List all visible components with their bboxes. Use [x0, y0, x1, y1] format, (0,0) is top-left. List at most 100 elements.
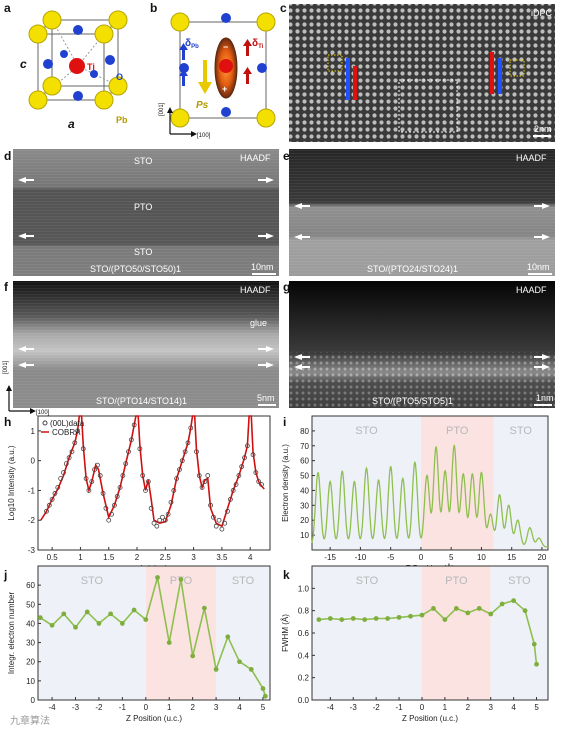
data-point	[211, 514, 216, 520]
caption-d: STO/(PTO50/STO50)1	[90, 264, 181, 274]
plot-frame	[311, 415, 549, 551]
data-point	[140, 473, 146, 478]
data-point	[194, 449, 199, 455]
idpc-image	[289, 4, 555, 142]
data-point	[385, 616, 391, 621]
data-point	[106, 517, 112, 523]
x-tick-label: 1	[167, 703, 172, 712]
data-point	[188, 425, 194, 431]
x-tick-label: -10	[355, 553, 367, 562]
data-point	[162, 517, 168, 523]
data-point	[230, 488, 236, 493]
data-point	[350, 616, 356, 621]
x-tick-label: 1.5	[103, 553, 115, 562]
o-atoms-b	[179, 13, 267, 117]
data-point	[160, 514, 165, 520]
data-point	[396, 614, 402, 620]
data-point	[103, 505, 109, 511]
chart-k-fwhm: STO PTO STO -4 -3 -2 -1 0 1 2 3 4 5 0.0 0.2 0.4 0.6 0.8 1.…	[281, 565, 549, 723]
panel-f-haadf: f HAADF glue STO/(PTO14/STO14)1 5nm [001…	[3, 280, 279, 416]
region-sto-0	[312, 566, 422, 700]
panel-label-i: i	[283, 415, 286, 429]
scale-e: 10nm	[527, 262, 550, 272]
data-point	[233, 482, 239, 487]
panel-label-j: j	[3, 568, 7, 582]
scale-f: 5nm	[257, 393, 275, 403]
panel-label-b: b	[150, 1, 157, 15]
data-point	[111, 502, 117, 508]
data-point	[52, 491, 58, 496]
data-point	[182, 449, 188, 455]
data-point	[185, 440, 191, 446]
ps-arrow	[198, 60, 212, 94]
data-point	[143, 488, 148, 493]
delta-ti-arrows	[243, 39, 252, 84]
data-point	[199, 485, 205, 490]
sto-top-label: STO	[134, 156, 152, 166]
y-tick-label: 0.0	[298, 696, 310, 705]
region-label-0: STO	[356, 575, 379, 587]
left-red-arrow	[353, 66, 357, 100]
interface-arrows-g	[294, 354, 550, 370]
data-point	[58, 476, 64, 481]
data-point	[362, 617, 368, 622]
data-point	[83, 476, 89, 481]
data-point	[123, 461, 129, 467]
data-point	[453, 606, 459, 611]
data-point	[151, 520, 157, 526]
dir-001-f: [001]	[3, 360, 9, 374]
y-tick-label: 20	[26, 658, 35, 667]
x-tick-label: 5	[261, 703, 266, 712]
data-point	[190, 653, 196, 659]
y-tick-label: 60	[26, 581, 35, 590]
y-tick-label: 30	[300, 501, 309, 510]
data-point	[131, 422, 137, 428]
caption-f: STO/(PTO14/STO14)1	[96, 396, 187, 406]
data-point	[55, 485, 61, 490]
pb-atoms-b	[170, 12, 276, 128]
data-point	[465, 610, 471, 616]
o-label: O	[116, 72, 123, 82]
region-label-0: STO	[355, 425, 378, 437]
x-tick-label: -3	[350, 703, 358, 712]
data-point	[63, 461, 69, 467]
y-axis-label: Integr. electron number	[7, 592, 16, 675]
data-point	[179, 458, 185, 464]
y-tick-label: 80	[300, 427, 309, 436]
data-point	[327, 616, 333, 621]
panel-e-haadf: e HAADF STO/(PTO24/STO24)1 10nm	[283, 149, 555, 276]
region-sto-2	[216, 566, 270, 700]
y-tick-label: 1.0	[298, 584, 310, 593]
data-point	[168, 499, 174, 505]
panel-label-g: g	[283, 280, 290, 294]
x-tick-label: 3.5	[216, 553, 228, 562]
legend-label-fit: COBRA	[52, 428, 81, 437]
delta-pb-label: δPb	[185, 38, 199, 50]
data-point	[253, 470, 259, 475]
scale-c: 2nm	[534, 124, 552, 134]
data-point	[205, 473, 211, 478]
data-point	[157, 517, 163, 523]
data-point	[61, 470, 66, 475]
data-point	[316, 617, 322, 622]
chart-i-electron-density: STO PTO STO -15 -10 -5 0 5 10 15 20 10 20 30 40 50 60 70 8…	[281, 415, 549, 573]
data-point	[408, 613, 413, 619]
data-point	[117, 485, 123, 490]
y-tick-label: 20	[300, 516, 309, 525]
y-tick-label: 40	[26, 619, 35, 628]
legend-marker-data	[42, 420, 48, 426]
data-point	[171, 488, 177, 493]
panel-d-haadf: d HAADF STO PTO STO STO/(PTO50/STO50)1 1…	[4, 149, 279, 276]
data-point	[511, 598, 517, 604]
panel-label-e: e	[283, 149, 290, 163]
dir-100-b: [100]	[197, 133, 211, 139]
data-point	[137, 446, 143, 452]
x-tick-label: 0.5	[47, 553, 59, 562]
data-point	[531, 641, 537, 647]
x-tick-label: -4	[327, 703, 335, 712]
data-point	[148, 505, 154, 511]
data-point	[488, 611, 494, 617]
x-axis-label: Z Position (u.c.)	[402, 714, 458, 723]
data-point	[178, 577, 184, 582]
